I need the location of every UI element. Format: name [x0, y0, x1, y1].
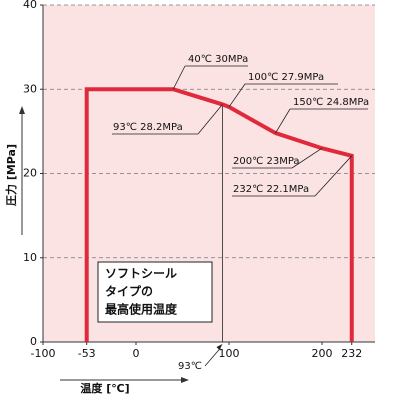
annotation: 93℃ 28.2MPa [113, 122, 183, 133]
x-tick-label: -100 [31, 347, 56, 360]
annotation: 232℃ 22.1MPa [233, 184, 309, 195]
annotation-leader [314, 155, 353, 197]
x-tick-label: 232 [341, 347, 362, 360]
y-tick-label: 20 [23, 167, 37, 180]
annotation: 93℃ [178, 361, 202, 372]
y-tick-label: 0 [30, 335, 37, 348]
annotation: 40℃ 30MPa [188, 54, 248, 65]
annotation-arrowhead [216, 344, 223, 350]
y-tick-label: 40 [23, 0, 37, 11]
y-axis-label: 圧力 [MPa] [4, 144, 18, 206]
note-text: ソフトシール [105, 267, 177, 281]
note-box [97, 261, 213, 323]
y-axis-arrowhead [19, 106, 25, 114]
x-tick-label: 100 [218, 347, 239, 360]
annotation-leader [204, 347, 221, 367]
annotation-leader [228, 83, 246, 108]
annotation: 200℃ 23MPa [233, 156, 300, 167]
annotation-leader [172, 65, 186, 90]
x-axis-label: 温度 [℃] [80, 381, 129, 395]
x-axis-arrowhead [181, 377, 189, 383]
annotation-leader [197, 104, 223, 135]
annotation-leader [275, 108, 291, 134]
annotation: 100℃ 27.9MPa [248, 72, 324, 83]
y-tick-label: 30 [23, 82, 37, 95]
x-tick-label: 0 [132, 347, 139, 360]
annotation-leader [291, 147, 323, 169]
x-tick-label: -53 [78, 347, 96, 360]
y-tick-label: 10 [23, 251, 37, 264]
annotation: 150℃ 24.8MPa [293, 97, 369, 108]
note-text: 最高使用温度 [105, 302, 178, 317]
x-tick-label: 200 [311, 347, 332, 360]
note-text: タイプの [105, 284, 153, 299]
